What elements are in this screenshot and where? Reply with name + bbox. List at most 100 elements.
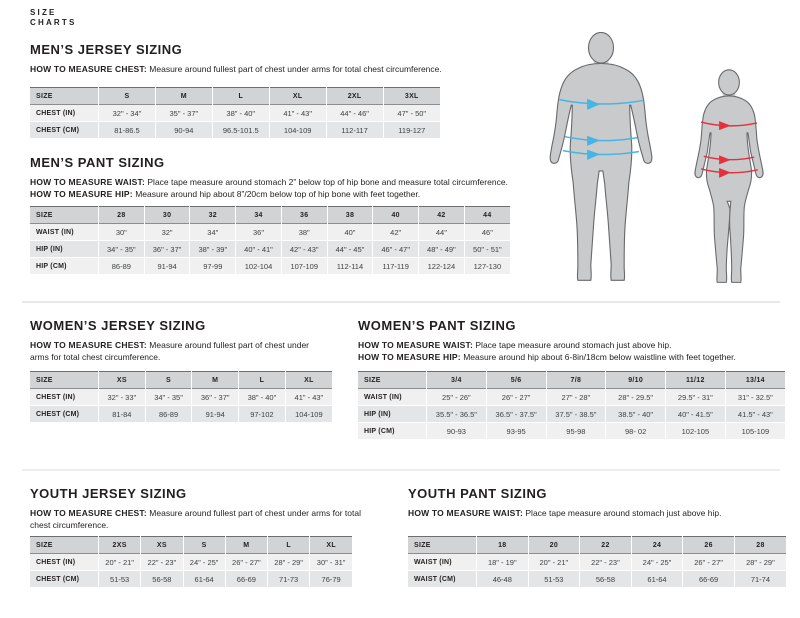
size-cell: 96.5-101.5 — [211, 121, 270, 139]
size-cell: 38.5" - 40" — [605, 405, 666, 423]
size-value-header: 5/6 — [485, 371, 546, 389]
size-cell: 38" — [280, 223, 328, 241]
table-header-row: SIZE S M L XL 2XL 3XL — [30, 87, 440, 105]
men-jersey-howto: HOW TO MEASURE CHEST: Measure around ful… — [30, 63, 570, 75]
size-value-header: 42 — [418, 206, 465, 224]
howto-text: Measure around hip about 8”/20cm below t… — [135, 189, 421, 199]
youth-pant-size-table-grid: SIZE 18 20 22 24 26 28 WAIST (IN) 18" - 19" 20" -… — [408, 536, 786, 588]
men-jersey-size-table-grid: SIZE S M L XL 2XL 3XL CHEST (IN) 32" - 34" 35" - … — [30, 87, 440, 139]
size-value-header: 22 — [579, 536, 632, 554]
row-label: CHEST (CM) — [36, 126, 80, 134]
size-value-header: 11/12 — [665, 371, 726, 389]
table-header-row: SIZE 3/4 5/6 7/8 9/10 11/12 13/14 — [358, 371, 785, 389]
table-row: CHEST (CM) 51-53 56-58 61-64 66-69 71-73 76-79 — [30, 570, 352, 588]
youth-jersey-howto: HOW TO MEASURE CHEST: Measure around ful… — [30, 507, 375, 531]
row-label: HIP (CM) — [364, 427, 395, 435]
size-cell: 112-117 — [325, 121, 384, 139]
size-cell: 66-69 — [682, 570, 735, 588]
men-jersey-title: MEN’S JERSEY SIZING — [30, 42, 183, 57]
size-column-header: SIZE — [414, 541, 431, 549]
size-cell: 29.5" - 31" — [665, 388, 726, 406]
row-label: CHEST (CM) — [36, 410, 80, 418]
size-cell: 122-124 — [418, 257, 465, 275]
size-cell: 32" - 34" — [98, 104, 156, 122]
size-value-header: XL — [284, 371, 332, 389]
size-cell: 37.5" - 38.5" — [545, 405, 606, 423]
howto-text: Measure around fullest part of chest und… — [149, 64, 442, 74]
size-cell: 102-104 — [235, 257, 282, 275]
howto-label: HOW TO MEASURE WAIST: — [408, 508, 524, 518]
size-value-header: L — [238, 371, 286, 389]
size-cell: 119-127 — [382, 121, 440, 139]
size-value-header: 28 — [98, 206, 145, 224]
size-cell: 30" — [98, 223, 145, 241]
size-column-header: SIZE — [36, 92, 53, 100]
row-label: CHEST (IN) — [36, 109, 76, 117]
table-row: CHEST (CM) 81-86.5 90-94 96.5-101.5 104-109 1… — [30, 121, 440, 139]
size-cell: 18" - 19" — [476, 553, 529, 571]
female-chest-arrowhead-icon — [719, 121, 731, 131]
size-cell: 71-73 — [266, 570, 310, 588]
row-label: CHEST (IN) — [36, 393, 76, 401]
male-chest-measurement-arrow — [559, 98, 643, 105]
size-value-header: M — [224, 536, 268, 554]
size-cell: 32" - 33" — [98, 388, 146, 406]
howto-label: HOW TO MEASURE CHEST: — [30, 64, 147, 74]
size-cell: 24" - 25" — [182, 553, 226, 571]
size-value-header: L — [211, 87, 270, 105]
size-cell: 47" - 50" — [382, 104, 440, 122]
size-cell: 46" - 47" — [372, 240, 419, 258]
size-cell: 34" - 35" — [98, 240, 145, 258]
row-label: CHEST (CM) — [36, 575, 80, 583]
size-cell: 107-109 — [280, 257, 328, 275]
size-cell: 44" - 46" — [325, 104, 384, 122]
size-value-header: 26 — [682, 536, 735, 554]
size-value-header: XS — [140, 536, 183, 554]
size-cell: 27" - 28" — [545, 388, 606, 406]
table-row: CHEST (IN) 32" - 33" 34" - 35" 36" - 37" 38"… — [30, 388, 332, 406]
size-cell: 117-119 — [372, 257, 419, 275]
men-jersey-size-table: SIZE S M L XL 2XL 3XL CHEST (IN) 32" - 34" 35" - … — [30, 87, 440, 139]
section-divider — [22, 301, 780, 303]
page-title: SIZE CHARTS — [30, 8, 77, 27]
row-label: WAIST (IN) — [36, 228, 74, 236]
size-value-header: 3XL — [382, 87, 440, 105]
size-cell: 41.5" - 43" — [724, 405, 785, 423]
male-chest-arrowhead-icon — [587, 98, 601, 110]
table-row: WAIST (IN) 30" 32" 34" 36" 38" 40" 42" 44" 46" — [30, 223, 510, 241]
size-value-header: 36 — [280, 206, 328, 224]
youth-pant-howto: HOW TO MEASURE WAIST: Place tape measure… — [408, 507, 788, 519]
howto-text: Place tape measure around stomach 2” bel… — [147, 177, 508, 187]
size-cell: 38" - 40" — [238, 388, 286, 406]
size-cell: 104-109 — [284, 405, 332, 423]
size-cell: 26" - 27" — [682, 553, 735, 571]
size-cell: 22" - 23" — [140, 553, 183, 571]
size-cell: 56-58 — [140, 570, 183, 588]
size-cell: 46" — [463, 223, 510, 241]
size-cell: 40" — [326, 223, 373, 241]
table-row: CHEST (IN) 32" - 34" 35" - 37" 38" - 40" 41"… — [30, 104, 440, 122]
howto-text: Measure around hip about 6-8in/18cm belo… — [463, 352, 736, 362]
table-row: WAIST (IN) 18" - 19" 20" - 21" 22" - 23" 24"… — [408, 553, 786, 571]
table-row: CHEST (CM) 81-84 86-89 91-94 97-102 104-109 — [30, 405, 332, 423]
size-cell: 35.5" - 36.5" — [426, 405, 487, 423]
size-value-header: 18 — [476, 536, 529, 554]
size-cell: 61-64 — [182, 570, 226, 588]
size-cell: 90-93 — [426, 422, 487, 440]
howto-label: HOW TO MEASURE WAIST: — [358, 340, 474, 350]
size-cell: 51-53 — [527, 570, 580, 588]
size-cell: 48" - 49" — [418, 240, 465, 258]
size-cell: 24" - 25" — [630, 553, 683, 571]
size-cell: 104-109 — [268, 121, 327, 139]
size-cell: 91-94 — [191, 405, 239, 423]
size-cell: 20" - 21" — [527, 553, 580, 571]
table-header-row: SIZE 28 30 32 34 36 38 40 42 44 — [30, 206, 510, 224]
howto-label: HOW TO MEASURE HIP: — [358, 352, 461, 362]
female-head — [718, 69, 740, 96]
size-cell: 36" — [235, 223, 282, 241]
size-column-header: SIZE — [36, 376, 53, 384]
size-cell: 32" — [143, 223, 190, 241]
row-label: CHEST (IN) — [36, 558, 76, 566]
size-cell: 66-69 — [224, 570, 268, 588]
size-cell: 36.5" - 37.5" — [485, 405, 546, 423]
